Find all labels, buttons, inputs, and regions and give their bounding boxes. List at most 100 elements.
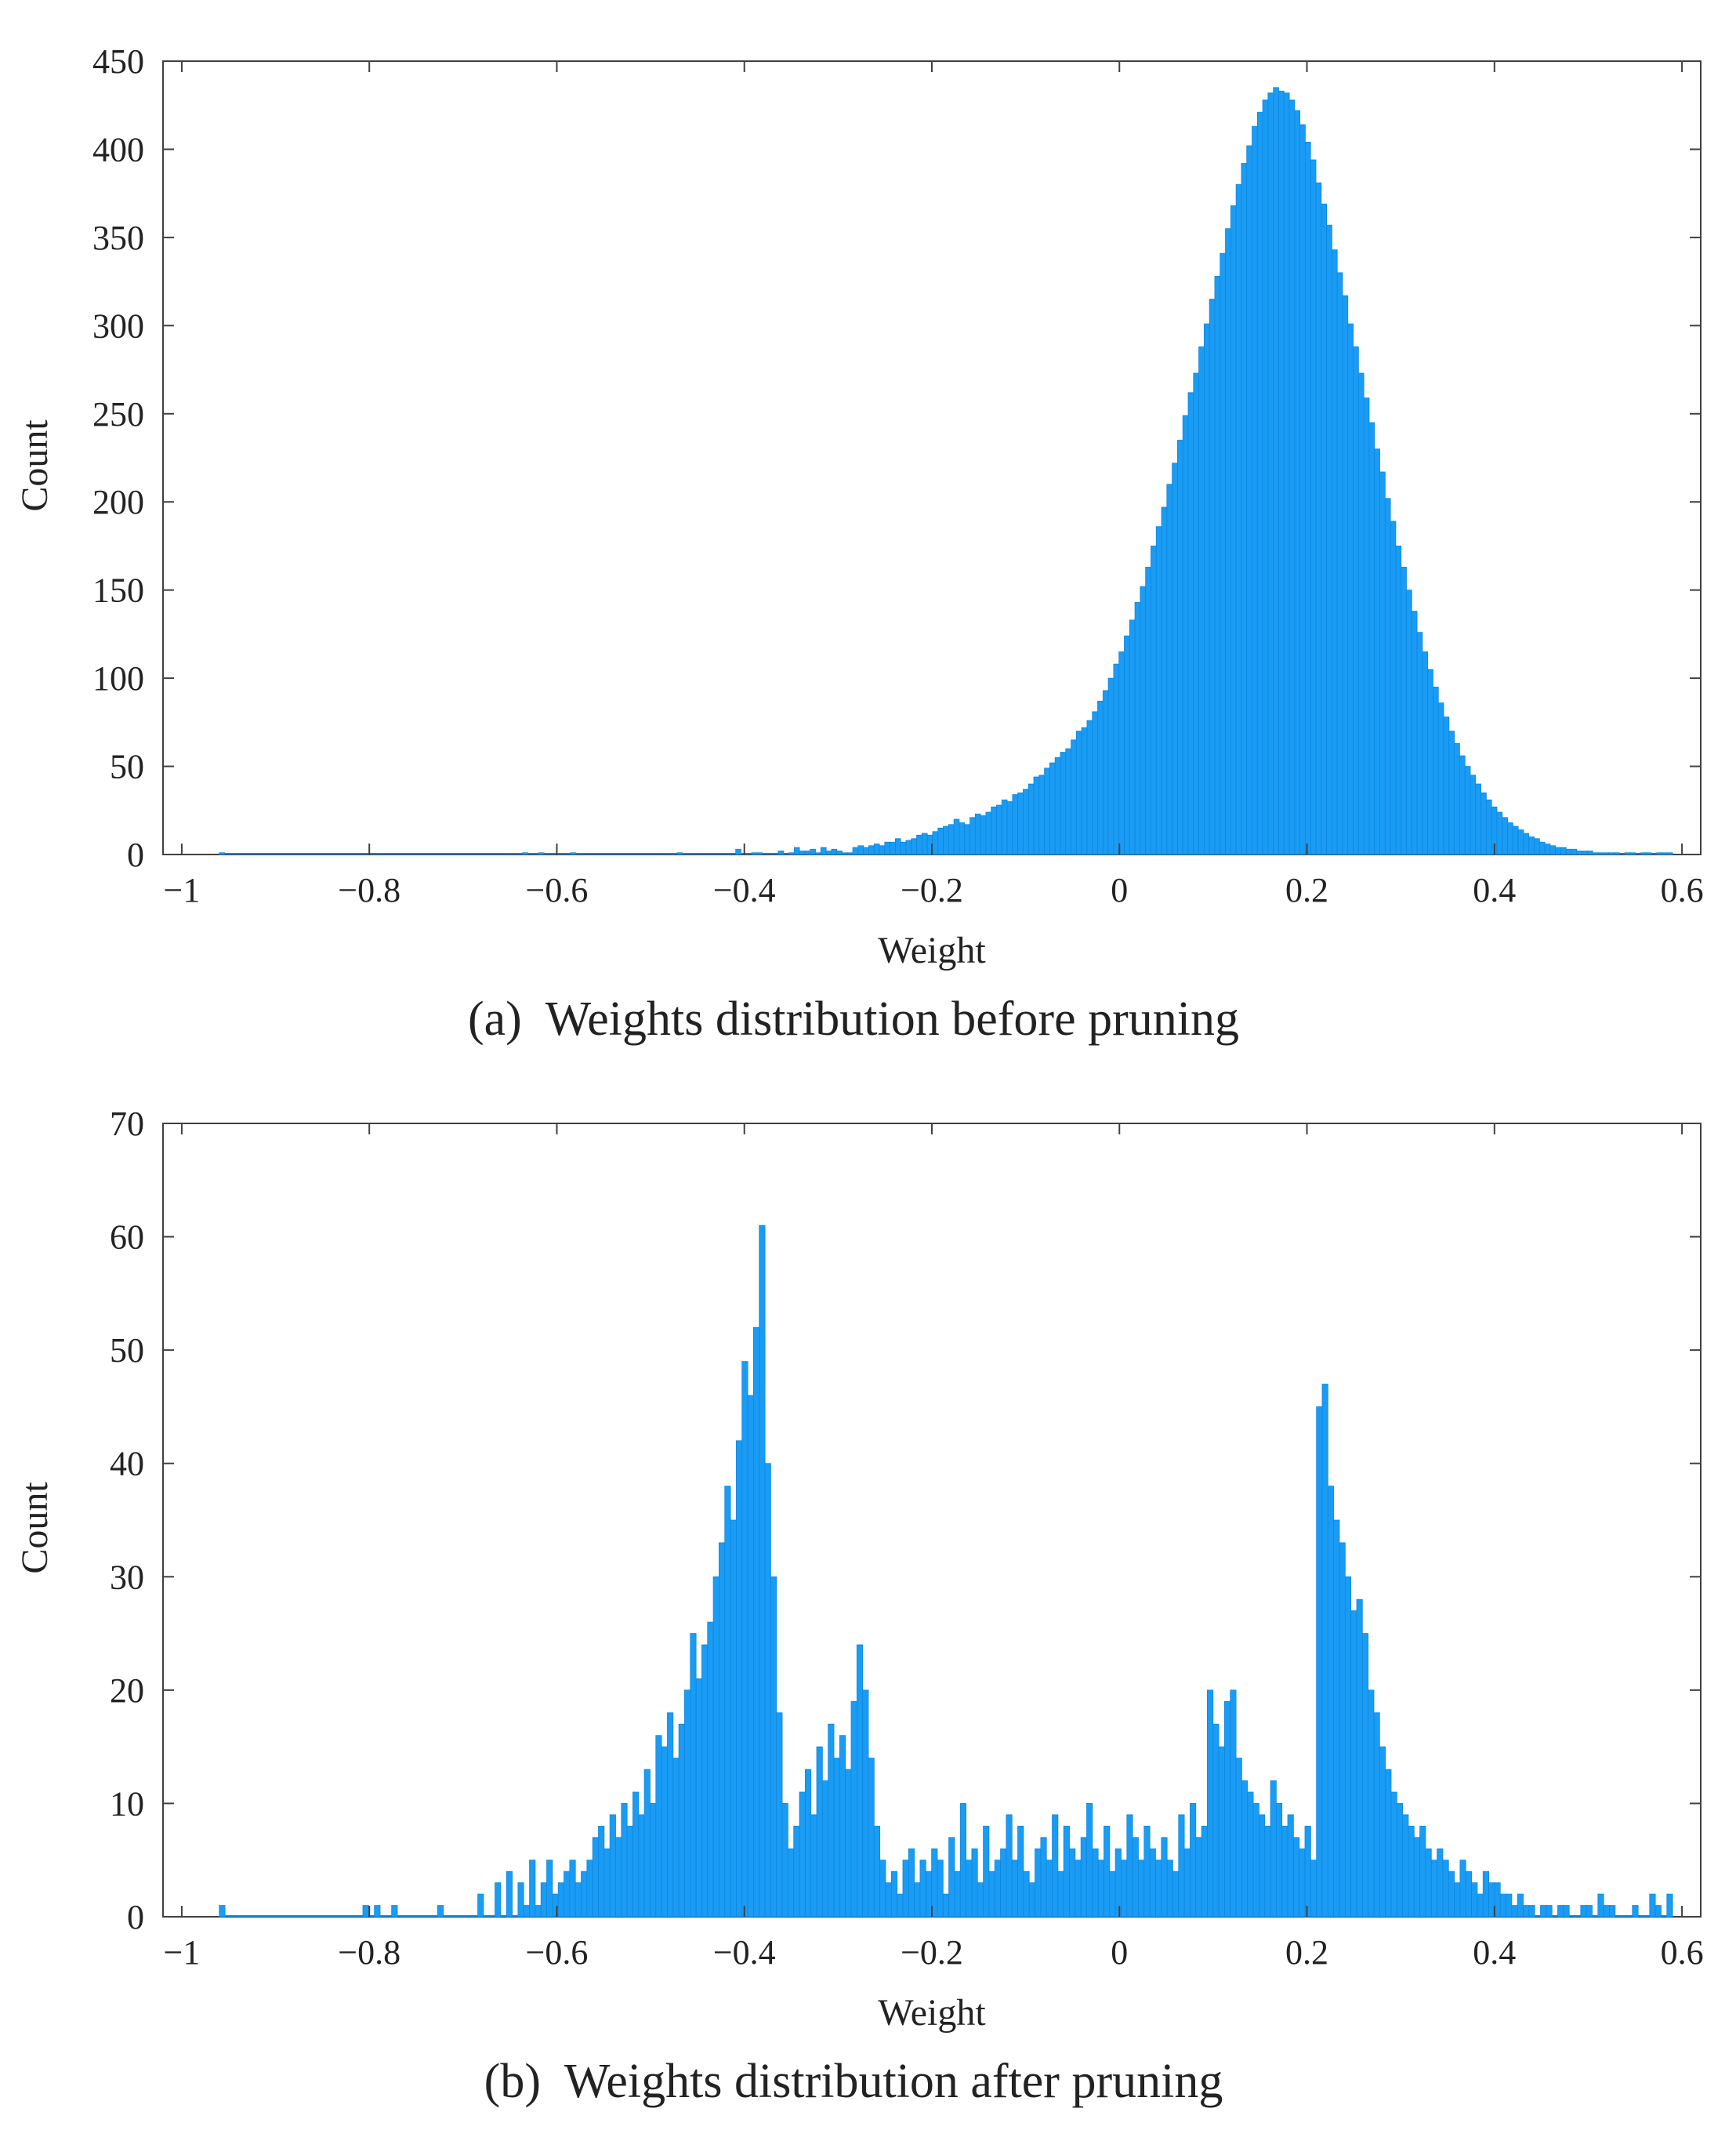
histogram-bar <box>850 1700 857 1918</box>
histogram-bar <box>1471 1882 1478 1918</box>
histogram-bar <box>1361 1633 1369 1918</box>
histogram-bar <box>1166 1860 1173 1918</box>
histogram-bar <box>1401 567 1407 855</box>
histogram-bar <box>959 822 966 855</box>
histogram-bar <box>1060 752 1067 855</box>
histogram-bar <box>1126 1814 1133 1918</box>
y-tick-label: 200 <box>92 483 144 521</box>
histogram-bar <box>1212 1723 1220 1918</box>
histogram-bar <box>1494 1882 1501 1918</box>
x-tick-label: −0.4 <box>713 1933 776 1972</box>
histogram-bar <box>574 1882 582 1918</box>
histogram-bar <box>1379 1746 1386 1918</box>
histogram-bar <box>942 1893 950 1918</box>
histogram-bar <box>977 1882 984 1918</box>
x-tick-label: 0.6 <box>1661 1933 1704 1972</box>
x-tick-label: −1 <box>164 871 201 909</box>
histogram-bar <box>1555 847 1561 855</box>
histogram-bar <box>836 851 843 855</box>
histogram-bar <box>1613 852 1620 855</box>
histogram-bar <box>569 1860 576 1918</box>
histogram-bar <box>902 1860 909 1918</box>
y-tick-label: 150 <box>92 572 144 610</box>
histogram-bar <box>1145 567 1151 855</box>
histogram-bar <box>1499 1893 1506 1918</box>
histogram-bar <box>1006 1814 1013 1918</box>
x-tick-label: 0 <box>1111 1933 1128 1972</box>
histogram-bar <box>374 1905 381 1918</box>
histogram-bar <box>845 1769 852 1918</box>
histogram-bar <box>900 841 907 855</box>
histogram-bar <box>1379 471 1386 855</box>
histogram-bar <box>863 847 869 855</box>
histogram-bar <box>810 848 816 855</box>
histogram-bar <box>980 815 987 855</box>
histogram-bar <box>638 1814 645 1918</box>
histogram-bar <box>1563 1905 1570 1918</box>
histogram-bar <box>1560 847 1567 855</box>
histogram-bar <box>781 1803 788 1918</box>
histogram-bar <box>1609 1905 1616 1918</box>
histogram-bar <box>1419 1825 1426 1918</box>
histogram-bar <box>925 1871 933 1918</box>
histogram-bar <box>1411 611 1418 855</box>
histogram-bar <box>1523 833 1530 855</box>
histogram-bar <box>1454 1882 1461 1918</box>
histogram-bar <box>517 1882 524 1918</box>
histogram-bar <box>362 1905 369 1918</box>
y-tick-label: 60 <box>110 1218 144 1257</box>
histogram-bar <box>1629 852 1636 855</box>
histogram-bar <box>615 1837 622 1918</box>
histogram-bar <box>1017 792 1024 855</box>
histogram-bar <box>695 1678 702 1918</box>
histogram-bar <box>1565 848 1572 855</box>
histogram-bar <box>1294 110 1301 855</box>
histogram-bar <box>1528 1905 1535 1918</box>
histogram-bar <box>1408 1825 1415 1918</box>
histogram-bar <box>667 1712 674 1918</box>
histogram-bar <box>672 1758 680 1918</box>
histogram-bar <box>1464 766 1471 855</box>
histogram-bar <box>1288 100 1296 855</box>
histogram-bar <box>437 1905 444 1918</box>
histogram-bar <box>1402 1814 1409 1918</box>
histogram-bar <box>546 1860 553 1918</box>
histogram-bar <box>994 1860 1001 1918</box>
histogram-bar <box>919 1860 926 1918</box>
histogram-bar <box>1183 1848 1191 1918</box>
histogram-bar <box>1304 1825 1311 1918</box>
histogram-bar <box>1310 1860 1317 1918</box>
histogram-bar <box>747 1395 754 1918</box>
histogram-bar <box>1321 203 1328 855</box>
histogram-bar <box>932 831 939 855</box>
histogram-bar <box>1161 506 1168 855</box>
histogram-bar <box>793 1825 800 1918</box>
histogram-bar <box>1134 602 1141 855</box>
histogram-bar <box>943 826 949 855</box>
histogram-bar <box>1256 111 1263 855</box>
histogram-panel-before-pruning: −1 −0.8 −0.6 −0.4 −0.2 0 0.2 0.4 0.6 0 50 100 150 20… <box>14 42 1704 1046</box>
histogram-bar <box>1235 1758 1242 1918</box>
histogram-bar <box>831 848 838 855</box>
histogram-bar <box>1576 851 1583 855</box>
histogram-bar <box>570 852 577 855</box>
histogram-bar <box>1416 632 1423 855</box>
y-tick-label: 50 <box>110 748 144 786</box>
histogram-bar <box>1012 794 1019 855</box>
histogram-bar <box>1203 323 1210 855</box>
histogram-bar <box>1482 1871 1489 1918</box>
histogram-bar <box>1459 755 1466 855</box>
histogram-bar <box>868 845 875 855</box>
histogram-bar <box>540 1882 547 1918</box>
histogram-bar <box>598 1825 605 1918</box>
histogram-bar <box>1104 1825 1111 1918</box>
histogram-bar <box>1437 1848 1444 1918</box>
histogram-bar <box>1080 1837 1087 1918</box>
histogram-bar <box>1023 1871 1030 1918</box>
histogram-bar <box>1023 789 1029 855</box>
histogram-bar <box>1592 852 1599 855</box>
histogram-bar <box>1347 323 1354 855</box>
histogram-bar <box>873 1825 881 1918</box>
histogram-bar <box>787 1848 795 1918</box>
histogram-bar <box>1155 1860 1162 1918</box>
